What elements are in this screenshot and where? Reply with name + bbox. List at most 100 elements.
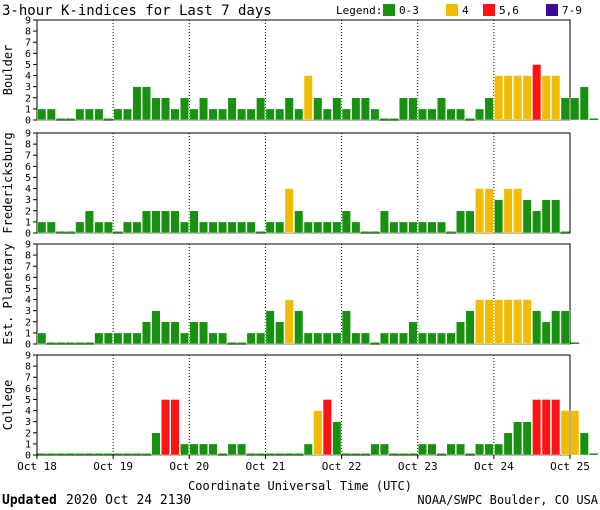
x-tick-label: Oct 24 [474,460,514,473]
bar [284,97,294,121]
bar [494,75,504,121]
bar [322,108,332,121]
y-tick-label: 4 [25,406,31,417]
panel-frame [36,132,571,234]
y-tick-label: 3 [25,417,31,428]
y-tick-label: 9 [25,16,31,27]
bar [522,199,532,234]
bar [351,332,361,345]
x-axis-label: Coordinate Universal Time (UTC) [188,479,412,493]
bar [361,231,370,233]
bar [265,310,275,345]
bar [218,221,228,234]
bar [456,210,466,234]
y-tick-label: 6 [25,384,31,395]
bar [218,108,228,121]
bar [484,443,494,456]
y-tick-label: 4 [25,295,31,306]
bar [160,399,171,456]
bar [180,221,190,234]
bar [322,332,332,345]
bar [56,231,66,233]
bar [389,221,399,234]
bar [313,410,323,456]
bar [446,443,456,456]
bar [265,108,275,121]
bar [113,231,123,233]
bar [427,108,437,121]
bar [579,86,589,121]
bar [551,399,561,456]
bar [151,432,161,456]
bar [208,108,218,121]
bar [246,221,256,234]
bar [475,443,485,456]
bar [513,421,523,456]
bar [532,210,542,234]
bar [408,453,418,455]
bar [47,342,56,344]
bar [522,299,532,345]
bar [475,299,485,345]
x-tick-label: Oct 20 [169,460,209,473]
bar [541,75,551,121]
bar [313,97,323,121]
bar [160,321,171,345]
bar [379,443,389,456]
bar [151,310,161,345]
y-tick-label: 2 [25,428,31,439]
bar [484,97,494,121]
bar [351,97,361,121]
y-tick-label: 1 [25,439,31,450]
bar [56,453,66,455]
bar [66,118,75,120]
bar [503,188,513,234]
bar [123,453,132,455]
bar [370,231,380,233]
bar [494,299,504,345]
bar [141,210,151,234]
bar [75,342,85,344]
y-tick-label: 4 [25,184,31,195]
updated-label: Updated [2,493,57,508]
panel-frame [36,19,571,121]
bar [132,453,142,455]
bar [303,221,313,234]
bar [541,399,551,456]
bar [199,97,209,121]
bar [456,108,466,121]
y-tick-label: 5 [25,395,31,406]
bar [551,75,561,121]
bar [360,97,370,121]
y-tick-label: 0 [25,229,31,240]
bar [170,399,180,456]
bar [104,453,113,455]
y-tick-label: 6 [25,49,31,60]
bar [446,231,456,233]
bar [389,332,399,345]
bar [465,118,475,120]
bar [170,108,180,121]
legend-label: Legend: [336,4,382,17]
bar [351,453,361,455]
bar [379,210,389,234]
bar [141,321,151,345]
bar [56,118,66,120]
bar [417,332,427,345]
bar [437,453,446,455]
bar [103,221,113,234]
bar [132,332,142,345]
bar [313,221,323,234]
bar [332,421,342,456]
bar [389,453,399,455]
bar [256,97,266,121]
bar [560,310,570,345]
bar [160,210,171,234]
bar [227,342,237,344]
bar [342,453,351,455]
bar [417,108,427,121]
bar [132,221,142,234]
bar [180,443,190,456]
bar [46,108,56,121]
